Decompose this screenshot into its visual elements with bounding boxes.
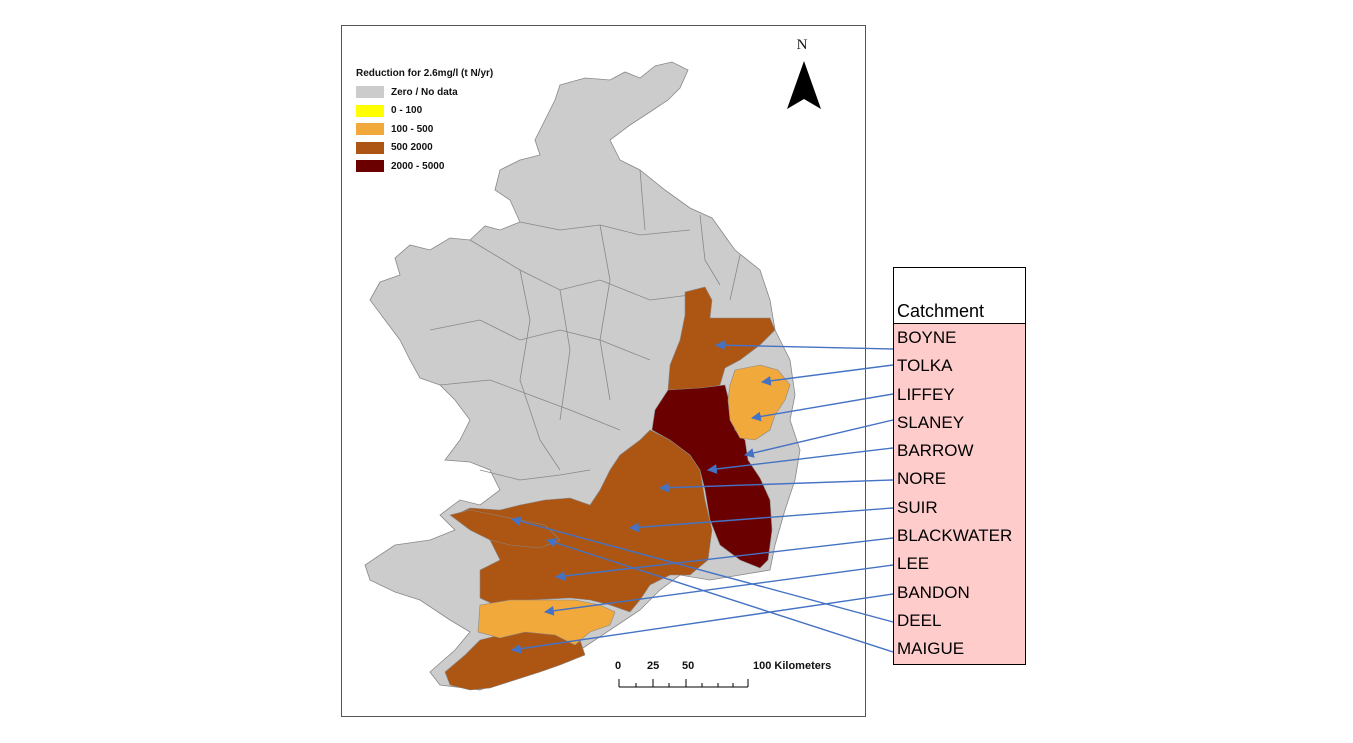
table-row: TOLKA: [897, 356, 953, 376]
table-row: SUIR: [897, 497, 938, 517]
table-row: BARROW: [897, 441, 974, 461]
table-row: BOYNE: [897, 328, 957, 347]
legend-label: 0 - 100: [391, 105, 423, 117]
legend-item: 100 - 500: [356, 120, 493, 139]
table-row: BANDON: [897, 582, 970, 602]
table-header: Catchment: [894, 268, 1025, 324]
table-row: DEEL: [897, 610, 942, 630]
table-header-label: Catchment: [897, 301, 985, 321]
legend-label: 500 2000: [391, 142, 433, 154]
map-legend: Reduction for 2.6mg/l (t N/yr) Zero / No…: [356, 68, 493, 176]
legend-item: 2000 - 5000: [356, 157, 493, 176]
table-row: NORE: [897, 469, 947, 489]
legend-swatch: [356, 123, 384, 136]
legend-label: 100 - 500: [391, 123, 434, 135]
catchment-table: Catchment BOYNE TOLKA LIFFEY SLANEY BARR…: [893, 267, 1026, 665]
table-body: BOYNE TOLKA LIFFEY SLANEY BARROW NORE SU…: [894, 324, 1025, 664]
table-row: LEE: [897, 554, 930, 574]
table-row: BLACKWATER: [897, 526, 1013, 546]
scale-tick-label: 0: [615, 660, 622, 672]
north-arrow: N: [786, 37, 826, 117]
table-row: MAIGUE: [897, 639, 965, 659]
north-label: N: [796, 37, 808, 53]
scale-bar-ruler: [618, 679, 749, 688]
legend-swatch: [356, 104, 384, 117]
catchment-boundaries: [429, 169, 741, 481]
table-row: SLANEY: [897, 412, 965, 432]
north-arrow-icon: [787, 61, 821, 109]
legend-title: Reduction for 2.6mg/l (t N/yr): [356, 68, 494, 79]
scale-tick-label: 50: [682, 660, 695, 672]
scale-tick-label: 25: [647, 660, 660, 672]
legend-swatch: [356, 160, 384, 173]
scale-tick-label: 100 Kilometers: [753, 660, 832, 672]
legend-label: 2000 - 5000: [391, 160, 445, 172]
legend-item: Zero / No data: [356, 83, 493, 102]
legend-swatch: [356, 141, 384, 154]
legend-item: 0 - 100: [356, 102, 493, 121]
legend-item: 500 2000: [356, 139, 493, 158]
legend-swatch: [356, 86, 384, 99]
table-row: LIFFEY: [897, 384, 955, 404]
legend-label: Zero / No data: [391, 86, 458, 98]
scale-bar: 0 25 50 100 Kilometers: [612, 660, 852, 700]
